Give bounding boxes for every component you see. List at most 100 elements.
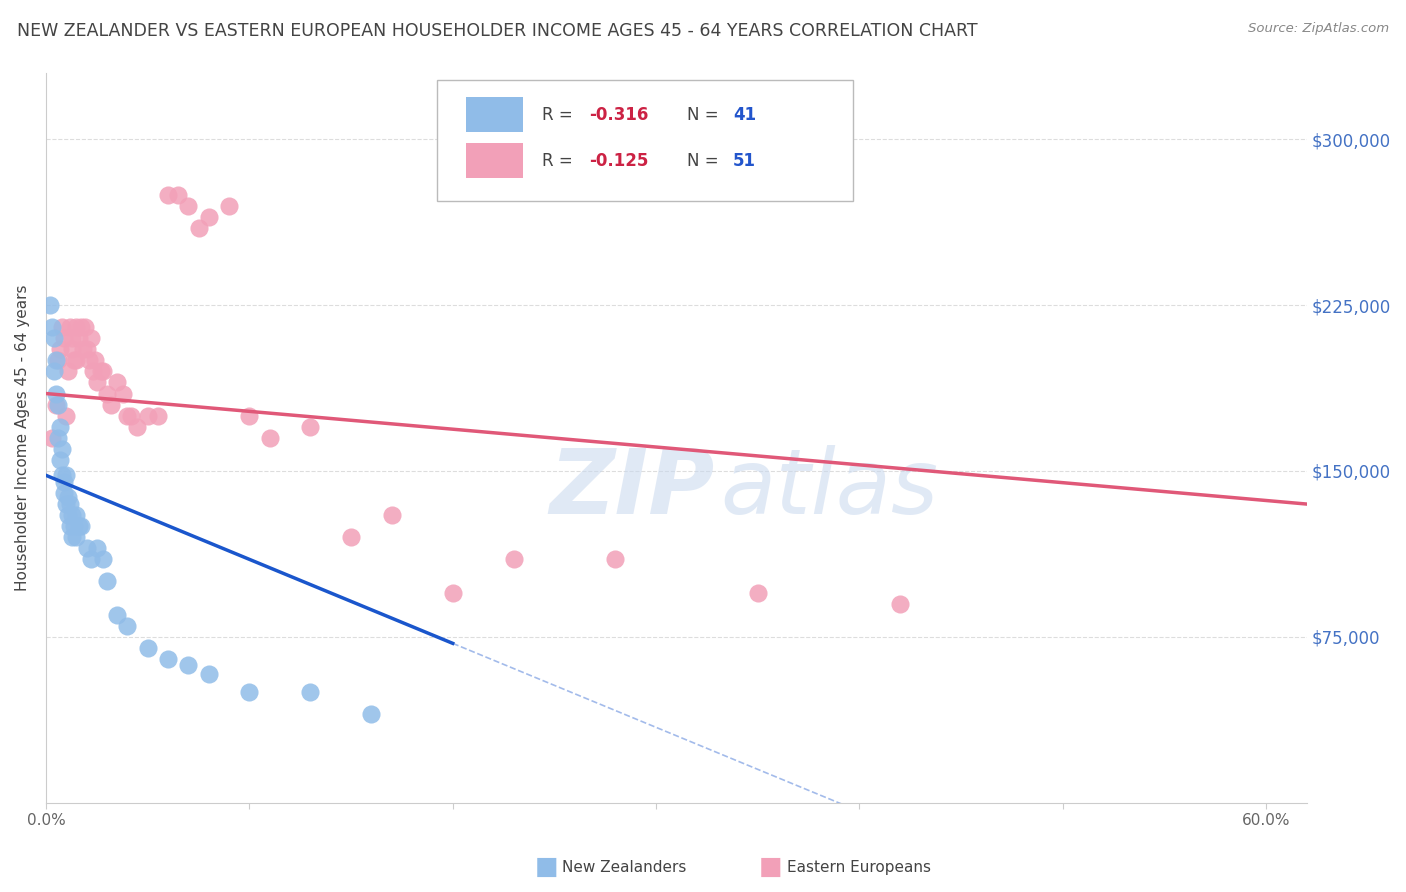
Point	[127, 419, 149, 434]
Point	[136, 409, 159, 423]
Point	[42, 331, 65, 345]
Point	[62, 331, 84, 345]
Point	[62, 530, 84, 544]
Point	[441, 585, 464, 599]
Bar	[465, 97, 523, 132]
Text: R =: R =	[541, 105, 578, 124]
Point	[238, 409, 260, 423]
Point	[299, 685, 322, 699]
Text: N =: N =	[686, 152, 724, 169]
Point	[45, 353, 67, 368]
Point	[105, 607, 128, 622]
Point	[67, 331, 90, 345]
Point	[58, 491, 80, 505]
Text: ZIP: ZIP	[548, 445, 714, 533]
Point	[45, 386, 67, 401]
Point	[381, 508, 404, 522]
Point	[299, 419, 322, 434]
Point	[55, 468, 77, 483]
Point	[177, 199, 200, 213]
FancyBboxPatch shape	[437, 80, 853, 201]
Text: ■: ■	[534, 855, 558, 879]
Point	[69, 320, 91, 334]
Text: atlas: atlas	[720, 445, 939, 533]
Point	[41, 431, 63, 445]
Point	[59, 320, 82, 334]
Point	[63, 353, 86, 368]
Bar	[465, 143, 523, 178]
Point	[53, 331, 76, 345]
Point	[39, 298, 62, 312]
Point	[167, 187, 190, 202]
Point	[76, 343, 98, 357]
Point	[156, 187, 179, 202]
Point	[46, 398, 69, 412]
Text: NEW ZEALANDER VS EASTERN EUROPEAN HOUSEHOLDER INCOME AGES 45 - 64 YEARS CORRELAT: NEW ZEALANDER VS EASTERN EUROPEAN HOUSEH…	[17, 22, 977, 40]
Point	[58, 364, 80, 378]
Point	[80, 552, 103, 566]
Point	[340, 530, 363, 544]
Text: R =: R =	[541, 152, 578, 169]
Text: ■: ■	[759, 855, 783, 879]
Point	[53, 486, 76, 500]
Point	[55, 497, 77, 511]
Point	[51, 468, 73, 483]
Point	[156, 652, 179, 666]
Point	[62, 343, 84, 357]
Point	[86, 541, 108, 556]
Point	[69, 519, 91, 533]
Point	[65, 353, 87, 368]
Text: New Zealanders: New Zealanders	[562, 860, 686, 874]
Point	[76, 541, 98, 556]
Point	[51, 320, 73, 334]
Point	[90, 364, 112, 378]
Y-axis label: Householder Income Ages 45 - 64 years: Householder Income Ages 45 - 64 years	[15, 285, 30, 591]
Point	[91, 552, 114, 566]
Point	[502, 552, 524, 566]
Point	[58, 508, 80, 522]
Point	[117, 409, 139, 423]
Point	[46, 353, 69, 368]
Point	[49, 419, 72, 434]
Point	[77, 353, 100, 368]
Text: 51: 51	[733, 152, 756, 169]
Point	[747, 585, 769, 599]
Point	[42, 364, 65, 378]
Point	[146, 409, 169, 423]
Point	[83, 353, 105, 368]
Text: -0.125: -0.125	[589, 152, 648, 169]
Point	[65, 508, 87, 522]
Point	[49, 343, 72, 357]
Point	[67, 519, 90, 533]
Point	[889, 597, 911, 611]
Point	[100, 398, 122, 412]
Point	[117, 618, 139, 632]
Point	[73, 320, 96, 334]
Point	[86, 376, 108, 390]
Point	[259, 431, 281, 445]
Point	[62, 508, 84, 522]
Point	[360, 707, 382, 722]
Point	[136, 640, 159, 655]
Text: Source: ZipAtlas.com: Source: ZipAtlas.com	[1249, 22, 1389, 36]
Text: N =: N =	[686, 105, 724, 124]
Text: -0.316: -0.316	[589, 105, 648, 124]
Point	[49, 453, 72, 467]
Point	[65, 320, 87, 334]
Point	[59, 519, 82, 533]
Point	[177, 658, 200, 673]
Point	[120, 409, 142, 423]
Point	[80, 331, 103, 345]
Point	[91, 364, 114, 378]
Point	[96, 386, 118, 401]
Point	[96, 574, 118, 589]
Point	[59, 497, 82, 511]
Point	[238, 685, 260, 699]
Text: 41: 41	[733, 105, 756, 124]
Point	[55, 409, 77, 423]
Point	[105, 376, 128, 390]
Point	[197, 667, 219, 681]
Point	[82, 364, 104, 378]
Point	[41, 320, 63, 334]
Point	[72, 343, 94, 357]
